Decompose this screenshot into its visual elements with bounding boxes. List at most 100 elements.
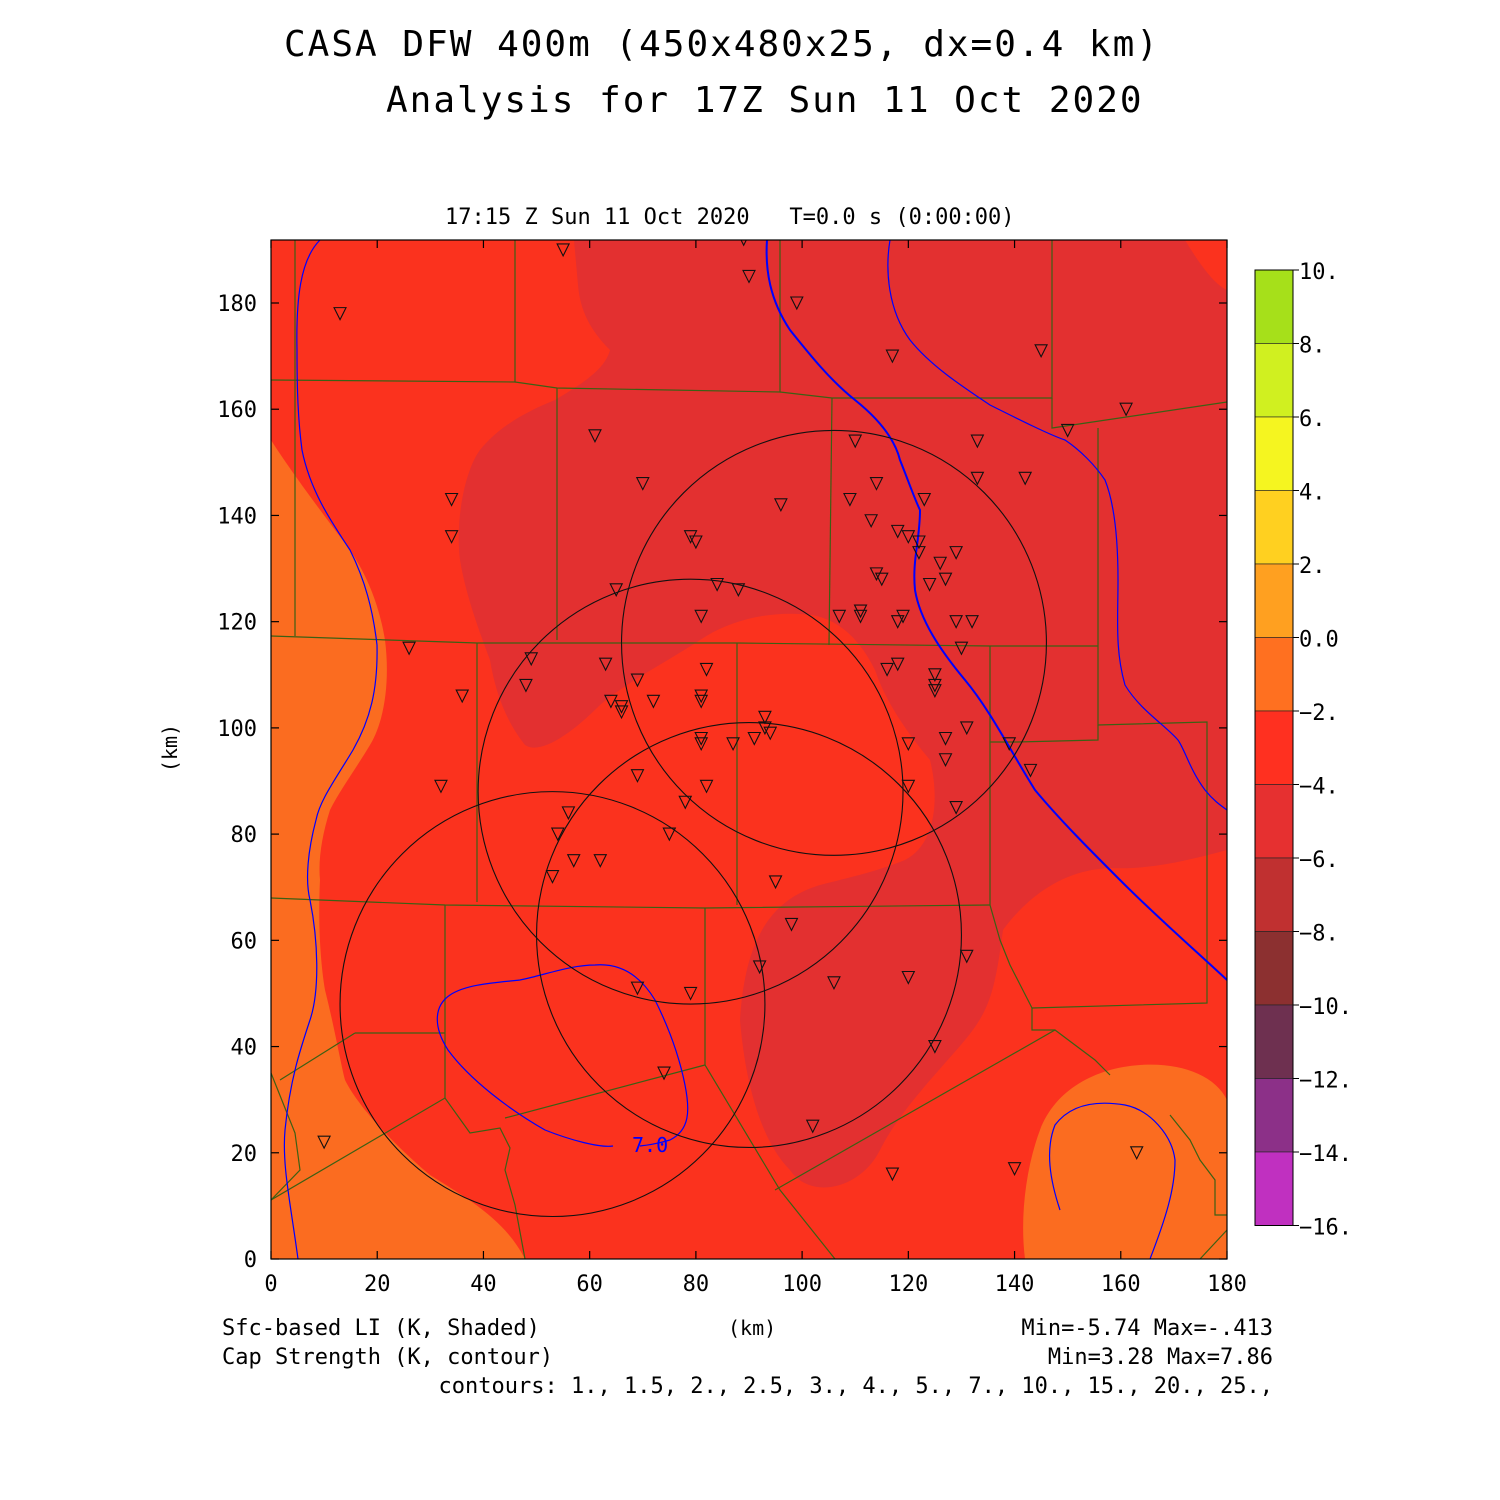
y-tick-label: 180: [217, 292, 257, 317]
station-marker: [561, 806, 576, 821]
station-marker: [938, 572, 953, 587]
station-marker: [763, 726, 778, 741]
station-marker: [545, 870, 560, 884]
colorbar-label: 10.: [1299, 260, 1339, 285]
station-marker: [848, 434, 863, 449]
station-marker: [758, 710, 772, 725]
station-marker: [949, 801, 964, 815]
colorbar-label: −8.: [1299, 922, 1339, 947]
colorbar: 10. 8. 6. 4. 2. 0.0 −2. −4. −6. −8. −10. −12. −14. −1…: [1254, 260, 1352, 1241]
station-marker: [949, 546, 964, 560]
station-marker: [710, 577, 725, 592]
cap-contour-7: [436, 964, 689, 1147]
footer-stats-li: Min=-5.74 Max=-.413: [1021, 1316, 1273, 1341]
station-marker: [614, 705, 629, 720]
colorbar-swatch: [1254, 1078, 1294, 1153]
cap-contour-west: [283, 240, 378, 1259]
y-axis-label: (km): [158, 723, 183, 773]
station-marker: [604, 694, 618, 709]
footer-contour-list: contours: 1., 1.5, 2., 2.5, 3., 4., 5., …: [438, 1374, 1273, 1399]
station-marker: [694, 731, 709, 746]
station-marker: [333, 307, 347, 321]
colorbar-label: 0.0: [1299, 628, 1339, 653]
station-marker: [869, 567, 884, 582]
colorbar-label: −16.: [1299, 1216, 1352, 1241]
li-shading: [271, 240, 1227, 1259]
station-marker: [588, 429, 602, 444]
y-tick-label: 60: [231, 929, 258, 954]
colorbar-label: −2.: [1299, 701, 1339, 726]
colorbar-swatch: [1254, 490, 1294, 565]
station-marker: [768, 875, 783, 890]
station-marker: [901, 970, 916, 985]
station-marker: [959, 949, 974, 964]
station-marker: [901, 530, 916, 544]
station-marker: [683, 530, 698, 544]
footer-stats-cap: Min=3.28 Max=7.86: [1047, 1345, 1273, 1370]
colorbar-label: −14.: [1299, 1142, 1352, 1167]
y-tick-label: 80: [231, 823, 258, 848]
cap-contour-central: [765, 240, 1227, 981]
station-marker: [927, 684, 942, 698]
station-marker: [927, 678, 942, 693]
colorbar-swatch: [1254, 931, 1294, 1006]
cap-contour-label-7: 7.0: [632, 1133, 668, 1157]
station-marker: [773, 498, 788, 513]
station-marker: [938, 731, 953, 746]
station-marker: [954, 641, 969, 656]
station-marker: [683, 986, 698, 1001]
station-marker: [630, 769, 645, 783]
station-marker: [598, 657, 613, 672]
station-marker: [402, 641, 416, 656]
figure-title-line1: CASA DFW 400m (450x480x25, dx=0.4 km): [284, 24, 1160, 65]
x-tick-label: 40: [470, 1272, 497, 1297]
station-marker: [758, 721, 772, 736]
station-marker: [1023, 763, 1038, 778]
station-marker: [699, 779, 714, 794]
station-marker: [901, 737, 916, 752]
x-axis-label: (km): [728, 1316, 777, 1340]
station-marker: [317, 1135, 332, 1150]
station-marker: [1034, 344, 1048, 359]
plot-frame: [270, 239, 1228, 1260]
station-marker: [609, 583, 624, 598]
station-marker: [1129, 1146, 1144, 1161]
x-tick-label: 120: [888, 1272, 928, 1297]
station-marker: [885, 1167, 900, 1182]
colorbar-swatch: [1254, 343, 1294, 418]
station-marker: [901, 779, 916, 794]
station-marker: [630, 981, 645, 996]
station-marker: [662, 827, 677, 842]
station-marker: [593, 854, 608, 868]
station-marker: [890, 615, 905, 629]
station-marker: [1060, 423, 1075, 438]
station-marker: [726, 737, 740, 752]
cap-contours: [283, 240, 1227, 1259]
x-tick-label: 0: [264, 1272, 277, 1297]
station-marker: [731, 583, 746, 598]
li-field-minus2-0-southeast: [1023, 1064, 1227, 1259]
x-tick-label: 160: [1101, 1272, 1141, 1297]
cap-contour-northeast: [887, 240, 1227, 811]
x-axis: 0 20 40 60 80 100 120 140 160 180: [264, 240, 1247, 1297]
y-tick-label: 0: [244, 1248, 257, 1273]
colorbar-swatch: [1254, 269, 1294, 344]
station-marker: [657, 1066, 671, 1081]
station-marker: [970, 434, 985, 449]
radar-ring-2: [477, 578, 904, 1005]
station-marker: [688, 535, 703, 550]
colorbar-label: 2.: [1299, 554, 1326, 579]
colorbar-swatch: [1254, 857, 1294, 932]
station-marker: [949, 615, 964, 629]
station-marker: [742, 269, 756, 284]
station-marker: [912, 546, 926, 560]
station-marker: [890, 657, 905, 672]
colorbar-label: −10.: [1299, 995, 1352, 1020]
station-marker: [912, 535, 926, 550]
station-marker: [550, 827, 565, 842]
station-marker: [455, 689, 470, 704]
station-marker: [678, 795, 693, 810]
cap-contour-southeast: [1048, 1102, 1176, 1259]
station-marker: [784, 917, 799, 932]
colorbar-swatch: [1254, 710, 1294, 785]
